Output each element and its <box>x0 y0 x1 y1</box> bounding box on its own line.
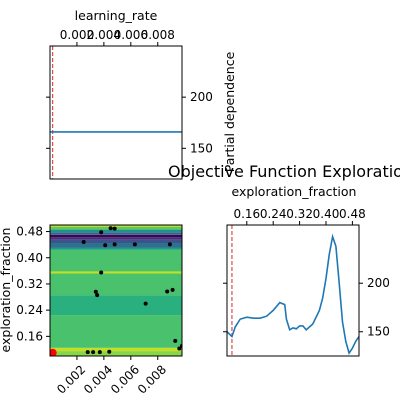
sample-point <box>143 301 148 306</box>
contour-band <box>50 232 182 235</box>
x-tick-label: 0.002 <box>54 362 88 396</box>
sample-point <box>99 270 104 275</box>
sample-point <box>112 242 117 247</box>
figure-title: Objective Function Exploration <box>168 162 400 181</box>
series-line <box>227 233 359 355</box>
x-tick-label: 0.16 <box>233 207 260 221</box>
y-tick-label: 0.32 <box>16 277 43 291</box>
contour-band <box>50 239 182 244</box>
x-tick-label: 0.40 <box>313 207 340 221</box>
y-axis-label: Partial dependence <box>222 51 237 172</box>
sample-point <box>108 226 113 231</box>
y-tick-label: 200 <box>190 90 213 104</box>
x-tick-label: 0.004 <box>87 28 121 42</box>
contour-band <box>50 295 182 316</box>
sample-point <box>170 287 175 292</box>
best-point <box>50 348 57 356</box>
sample-point <box>173 338 178 343</box>
contour-band <box>50 237 182 240</box>
y-tick-label: 150 <box>190 141 213 155</box>
sample-point <box>177 346 182 351</box>
x-tick-label: 0.004 <box>81 362 115 396</box>
sample-point <box>91 350 96 355</box>
contour-band <box>50 247 182 250</box>
sample-point <box>167 242 172 247</box>
y-tick-label: 0.48 <box>16 225 43 239</box>
x-tick-label: 0.008 <box>141 28 175 42</box>
sample-point <box>85 350 90 355</box>
panel-frame <box>49 45 183 180</box>
x-tick-label: 0.006 <box>108 362 142 396</box>
contour-band <box>50 347 182 352</box>
sample-point <box>107 349 112 354</box>
x-tick-label: 0.48 <box>339 207 366 221</box>
x-tick-label: 0.008 <box>135 362 169 396</box>
panel-frame <box>226 224 360 357</box>
sample-point <box>81 240 86 245</box>
sample-point <box>103 243 108 248</box>
y-axis-label: exploration_fraction <box>0 228 13 353</box>
x-tick-label: 0.006 <box>114 28 148 42</box>
contour-band <box>50 234 182 238</box>
sample-point <box>165 289 170 294</box>
x-axis-label: exploration_fraction <box>232 184 357 199</box>
x-tick-label: 0.24 <box>260 207 287 221</box>
contour-band <box>50 273 182 296</box>
panel-frame <box>49 224 183 357</box>
sample-point <box>95 293 100 298</box>
y-tick-label: 0.24 <box>16 303 43 317</box>
sample-point <box>93 289 98 294</box>
y-tick-label: 150 <box>367 325 390 339</box>
contour-band <box>50 225 182 227</box>
contour-band <box>50 315 182 348</box>
x-tick-label: 0.32 <box>286 207 313 221</box>
sample-point <box>99 230 104 235</box>
x-tick-label: 0.002 <box>60 28 94 42</box>
sample-point <box>132 242 137 247</box>
contour-band <box>50 229 182 233</box>
contour-band <box>50 249 182 273</box>
sample-point <box>97 350 102 355</box>
contour-band <box>50 351 182 356</box>
y-tick-label: 0.40 <box>16 251 43 265</box>
y-tick-label: 200 <box>367 276 390 290</box>
x-axis-label: learning_rate <box>75 8 158 23</box>
y-tick-label: 0.16 <box>16 329 43 343</box>
sample-point <box>112 226 117 231</box>
panel-pd-exploration-fraction: 0.16 0.24 0.32 0.40 0.48 150 200 exploration_… <box>223 184 390 357</box>
